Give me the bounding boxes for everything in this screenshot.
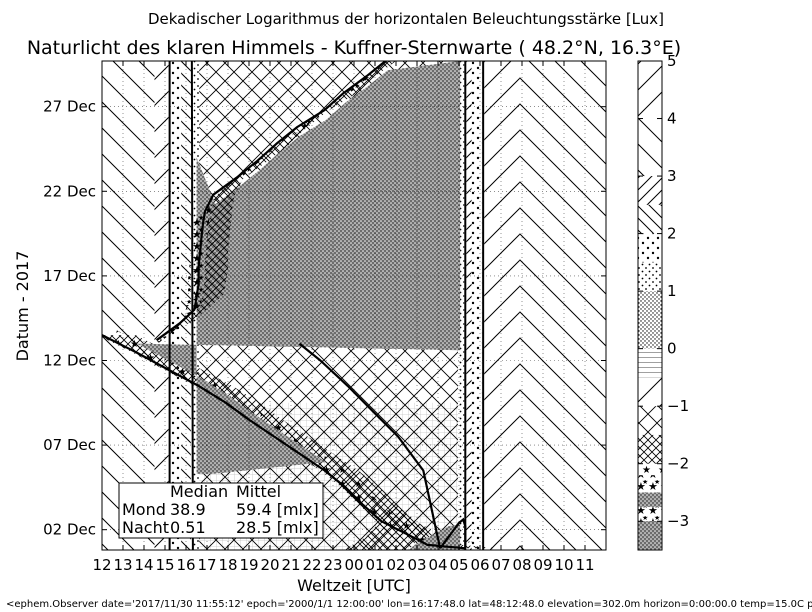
colorbar-segment [638,118,662,177]
moonrise-curve [439,517,467,549]
x-tick-label: 01 [365,556,384,574]
colorbar-segment [638,204,662,234]
x-tick-label: 05 [449,556,468,574]
colorbar-tick-label: 2 [667,225,677,243]
colorbar-tick-label: 4 [667,110,677,128]
plot-area: 12 13 14 15 16 17 18 19 20 21 22 23 00 01 02 03 04 05 06 07… [43,60,607,574]
moonlit-night-region [136,61,461,474]
legend-row-median: 38.9 [170,500,206,519]
colorbar-segment [638,262,662,292]
y-tick-label: 17 Dec [43,267,96,285]
colorbar-segment [638,176,662,205]
figure-suptitle: Dekadischer Logarithmus der horizontalen… [148,10,664,28]
dusk-line [190,61,194,550]
moonrise-curve [298,342,442,549]
x-tick-label: 14 [134,556,153,574]
moonset-curve [102,334,466,550]
x-tick-label: 13 [113,556,132,574]
colorbar-segment [638,475,662,493]
colorbar-segment [638,377,662,407]
colorbar-tick-label: 1 [667,282,677,300]
colorbar-fill [638,61,662,550]
twilight-band [466,61,472,550]
colorbar-tick-label: −3 [667,512,689,530]
y-axis: 02 Dec 07 Dec 12 Dec 17 Dec 22 Dec 27 Dec [43,98,606,539]
x-tick-label: 12 [92,556,111,574]
legend-row-mean: 59.4 [mlx] [236,500,319,519]
legend-row-label: Nacht [122,518,169,537]
colorbar-ticks: 5 4 3 2 1 0 −1 −2 −3 [638,52,689,530]
colorbar-segment [638,291,662,320]
colorbar-segment [638,463,662,476]
x-tick-label: 08 [512,556,531,574]
colorbar-tick-label: 3 [667,167,677,185]
colorbar-frame [637,60,663,551]
legend: Median Mittel Mond 38.9 59.4 [mlx] Nacht… [118,482,324,539]
x-tick-label: 02 [386,556,405,574]
colorbar-segment [638,492,662,507]
x-tick-label: 20 [260,556,279,574]
day-band [154,61,169,550]
colorbar-segment [638,319,662,349]
moonlit-twilight-region [343,506,426,550]
colorbar-tick-label: 5 [667,52,677,70]
colorbar-segment [638,61,662,119]
x-tick-label: 11 [575,556,594,574]
legend-header-median: Median [170,482,228,501]
y-axis-label: Datum - 2017 [13,251,32,362]
moon-curves [102,61,485,550]
legend-row-mean: 28.5 [mlx] [236,518,319,537]
twilight-band [471,61,483,550]
observer-footer: <ephem.Observer date='2017/11/30 11:55:1… [6,599,812,610]
colorbar: 5 4 3 2 1 0 −1 −2 −3 [637,52,689,551]
y-tick-label: 07 Dec [43,436,96,454]
x-tick-label: 17 [197,556,216,574]
y-tick-label: 02 Dec [43,521,96,539]
x-tick-label: 06 [470,556,489,574]
colorbar-segment [638,233,662,263]
y-tick-label: 22 Dec [43,182,96,200]
grid-lines [102,61,606,550]
colorbar-segment [638,521,662,550]
x-tick-label: 18 [218,556,237,574]
y-tick-label: 27 Dec [43,98,96,116]
colorbar-tick-label: −1 [667,397,689,415]
x-tick-label: 15 [155,556,174,574]
x-tick-label: 04 [428,556,447,574]
twilight-band [170,61,182,550]
moonrise-curve [155,61,387,342]
legend-box [118,482,324,539]
moonrise-cross-band [162,61,396,336]
x-tick-label: 21 [281,556,300,574]
day-band [484,61,520,550]
legend-header-mean: Mittel [236,482,281,501]
x-tick-label: 16 [176,556,195,574]
colorbar-segment [638,348,662,378]
legend-row-median: 0.51 [170,518,206,537]
x-tick-label: 23 [323,556,342,574]
x-tick-label: 19 [239,556,258,574]
twilight-band [457,61,465,550]
colorbar-tick-label: −2 [667,455,689,473]
x-tick-label: 00 [344,556,363,574]
colorbar-segment [638,406,662,435]
chart-title: Naturlicht des klaren Himmels - Kuffner-… [27,37,681,59]
day-band [519,61,606,550]
colorbar-segment [638,506,662,522]
x-tick-label: 09 [533,556,552,574]
x-tick-label: 22 [302,556,321,574]
x-tick-label: 03 [407,556,426,574]
x-tick-label: 07 [491,556,510,574]
x-tick-label: 10 [554,556,573,574]
x-axis: 12 13 14 15 16 17 18 19 20 21 22 23 00 01 02 03 04 05 06 07… [92,61,595,574]
colorbar-tick-label: 0 [667,340,677,358]
legend-row-label: Mond [122,500,166,519]
colorbar-segment [638,434,662,464]
moonlit-night-region [408,524,461,550]
x-axis-label: Weltzeit [UTC] [297,576,411,595]
day-band [102,61,155,550]
illuminance-map [102,61,606,550]
y-tick-label: 12 Dec [43,351,96,369]
